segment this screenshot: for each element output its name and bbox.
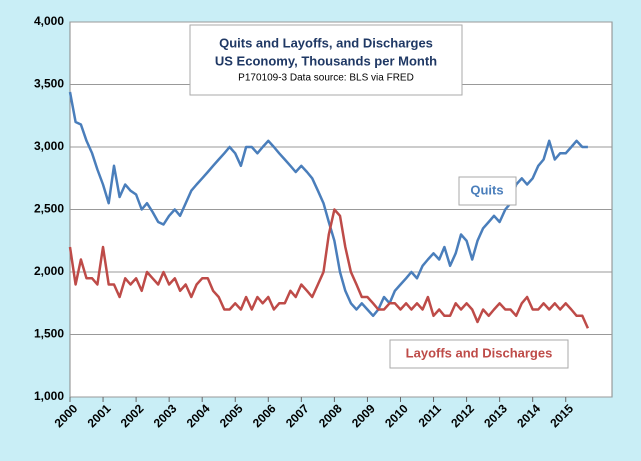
legend-label: Quits	[470, 182, 503, 197]
y-tick-label: 1,500	[34, 327, 64, 341]
y-tick-label: 2,000	[34, 264, 64, 278]
legend-label: Layoffs and Discharges	[406, 345, 553, 360]
legend-box	[458, 176, 517, 206]
y-tick-label: 4,000	[34, 14, 64, 28]
series-line	[68, 208, 590, 329]
y-tick-label: 3,500	[34, 77, 64, 91]
lines	[68, 91, 590, 329]
chart-title: Quits and Layoffs, and Discharges	[219, 35, 433, 50]
series-line	[68, 91, 588, 318]
chart-note: P170109-3 Data source: BLS via FRED	[238, 73, 414, 84]
chart-subtitle: US Economy, Thousands per Month	[215, 53, 437, 68]
y-tick-label: 3,000	[34, 139, 64, 153]
y-tick-label: 1,000	[34, 389, 64, 403]
title-box	[189, 24, 463, 96]
legend-box	[389, 339, 569, 369]
y-tick-label: 2,500	[34, 202, 64, 216]
